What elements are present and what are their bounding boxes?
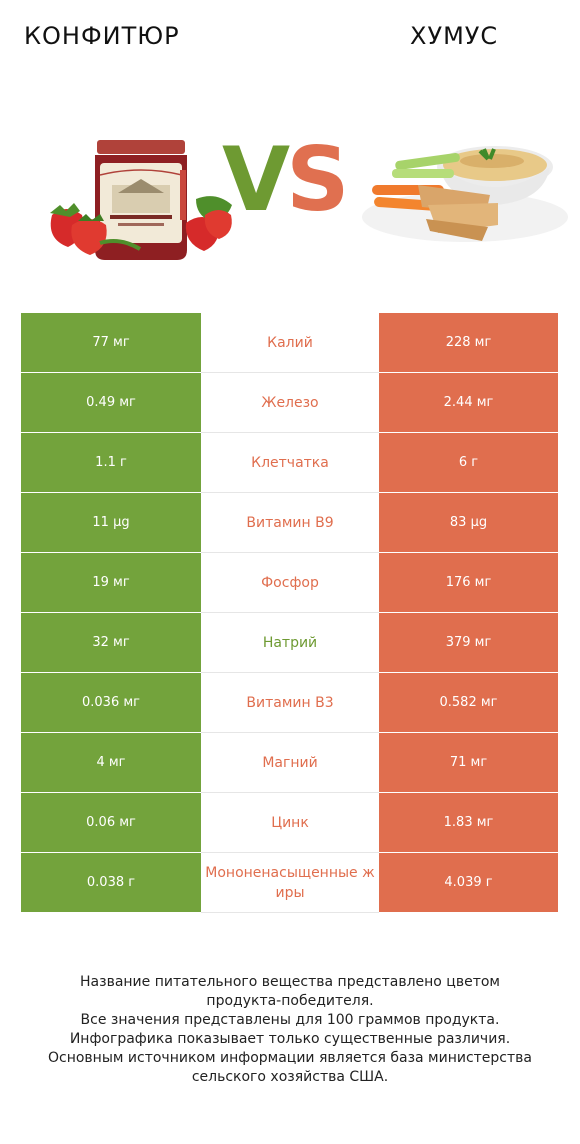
footer-note: Название питательного вещества представл… <box>0 973 580 1087</box>
vs-s: S <box>286 128 349 231</box>
product-images <box>50 140 568 260</box>
right-product-title: ХУМУС <box>410 22 499 50</box>
right-value: 4.039 г <box>379 853 558 913</box>
left-value: 32 мг <box>21 613 201 673</box>
nutrient-label: Магний <box>201 733 379 793</box>
nutrient-label: Мононенасыщенные жиры <box>201 853 379 913</box>
table-row: 0.06 мг Цинк 1.83 мг <box>21 793 558 853</box>
left-value: 0.49 мг <box>21 373 201 433</box>
vs-v: V <box>222 128 290 231</box>
footer-line: сельского хозяйства США. <box>191 1069 389 1085</box>
footer-line: продукта-победителя. <box>206 993 374 1009</box>
table-row: 32 мг Натрий 379 мг <box>21 613 558 673</box>
nutrient-label: Витамин B3 <box>201 673 379 733</box>
left-product-title: КОНФИТЮР <box>24 22 180 50</box>
right-value: 1.83 мг <box>379 793 558 853</box>
table-row: 19 мг Фосфор 176 мг <box>21 553 558 613</box>
table-row: 0.036 мг Витамин B3 0.582 мг <box>21 673 558 733</box>
nutrient-label: Витамин B9 <box>201 493 379 553</box>
left-value: 77 мг <box>21 313 201 373</box>
right-value: 228 мг <box>379 313 558 373</box>
footer-line: Основным источником информации является … <box>48 1050 532 1066</box>
footer-line: Название питательного вещества представл… <box>80 974 500 990</box>
table-row: 4 мг Магний 71 мг <box>21 733 558 793</box>
right-value: 71 мг <box>379 733 558 793</box>
nutrient-label: Натрий <box>201 613 379 673</box>
right-value: 6 г <box>379 433 558 493</box>
table-row: 1.1 г Клетчатка 6 г <box>21 433 558 493</box>
right-value: 176 мг <box>379 553 558 613</box>
right-value: 0.582 мг <box>379 673 558 733</box>
footer-line: Инфографика показывает только существенн… <box>69 1031 511 1047</box>
comparison-table: 77 мг Калий 228 мг 0.49 мг Железо 2.44 мг 1.1 … <box>21 313 558 913</box>
footer-line: Все значения представлены для 100 граммо… <box>80 1012 500 1028</box>
vs-label: VS <box>222 128 350 231</box>
nutrient-label: Цинк <box>201 793 379 853</box>
table-row: 0.038 г Мононенасыщенные жиры 4.039 г <box>21 853 558 913</box>
left-value: 1.1 г <box>21 433 201 493</box>
nutrient-label: Железо <box>201 373 379 433</box>
right-value: 2.44 мг <box>379 373 558 433</box>
jam-jar-image <box>95 140 187 260</box>
table-row: 0.49 мг Железо 2.44 мг <box>21 373 558 433</box>
left-value: 0.036 мг <box>21 673 201 733</box>
table-row: 77 мг Калий 228 мг <box>21 313 558 373</box>
table-row: 11 µg Витамин B9 83 µg <box>21 493 558 553</box>
left-value: 0.06 мг <box>21 793 201 853</box>
hummus-image <box>362 146 568 242</box>
left-value: 0.038 г <box>21 853 201 913</box>
nutrient-label: Калий <box>201 313 379 373</box>
left-value: 4 мг <box>21 733 201 793</box>
right-value: 83 µg <box>379 493 558 553</box>
strawberries-image <box>50 196 232 255</box>
nutrient-label: Клетчатка <box>201 433 379 493</box>
left-value: 19 мг <box>21 553 201 613</box>
left-value: 11 µg <box>21 493 201 553</box>
nutrient-label: Фосфор <box>201 553 379 613</box>
right-value: 379 мг <box>379 613 558 673</box>
